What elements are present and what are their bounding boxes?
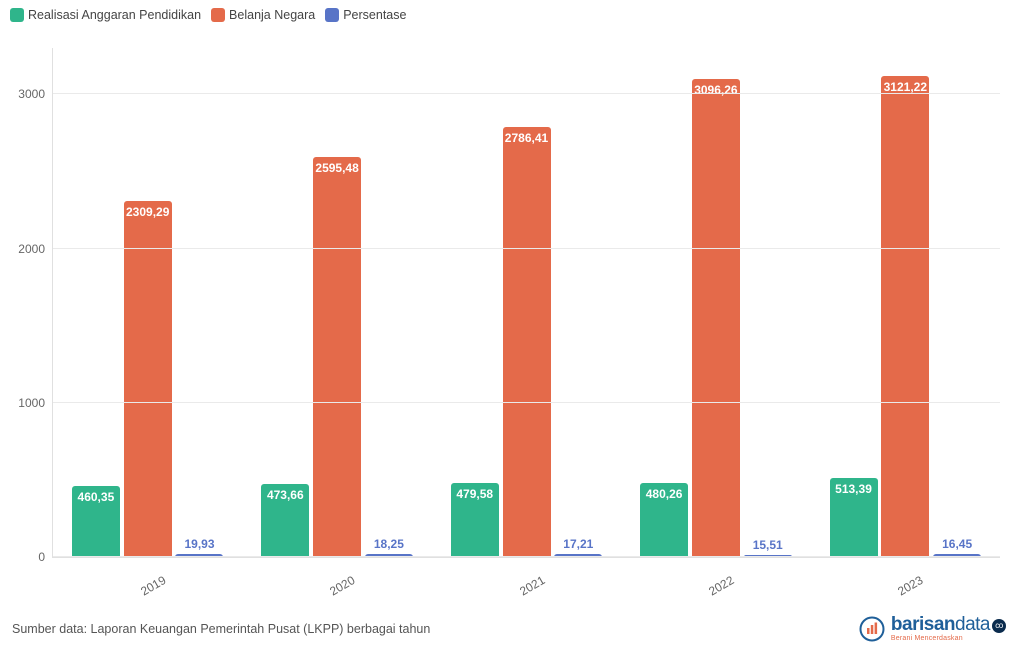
bar-value-label: 19,93: [184, 537, 214, 551]
bar-value-label: 15,51: [753, 538, 783, 552]
bar-wrap: 17,21: [553, 48, 603, 557]
legend-item[interactable]: Realisasi Anggaran Pendidikan: [10, 8, 201, 22]
legend: Realisasi Anggaran Pendidikan Belanja Neg…: [10, 8, 406, 22]
bar-wrap: 479,58: [450, 48, 500, 557]
legend-swatch: [325, 8, 339, 22]
bar-value-label: 460,35: [78, 490, 115, 504]
bar-group: 460,352309,2919,932019: [53, 48, 242, 557]
xtick-label: 2021: [517, 573, 547, 598]
legend-swatch: [10, 8, 24, 22]
bar-belanja[interactable]: 2786,41: [503, 127, 551, 557]
bar-value-label: 480,26: [646, 487, 683, 501]
brand-name-bold: barisan: [891, 614, 955, 635]
bar-wrap: 2309,29: [123, 48, 173, 557]
xtick-label: 2020: [327, 573, 357, 598]
legend-item[interactable]: Persentase: [325, 8, 406, 22]
chart-container: Realisasi Anggaran Pendidikan Belanja Neg…: [0, 0, 1020, 650]
bar-value-label: 473,66: [267, 488, 304, 502]
bar-wrap: 473,66: [260, 48, 310, 557]
plot-area: 460,352309,2919,932019473,662595,4818,25…: [52, 48, 1000, 558]
bar-groups: 460,352309,2919,932019473,662595,4818,25…: [53, 48, 1000, 557]
bar-group: 473,662595,4818,252020: [242, 48, 431, 557]
bar-group: 480,263096,2615,512022: [621, 48, 810, 557]
bar-value-label: 2595,48: [315, 161, 358, 175]
ytick-label: 3000: [18, 87, 53, 101]
bar-belanja[interactable]: 2309,29: [124, 201, 172, 557]
bar-wrap: 19,93: [175, 48, 225, 557]
gridline: 3000: [53, 93, 1000, 94]
bar-realisasi[interactable]: 479,58: [451, 483, 499, 557]
legend-label: Persentase: [343, 8, 406, 22]
bar-realisasi[interactable]: 473,66: [261, 484, 309, 557]
legend-swatch: [211, 8, 225, 22]
xtick-label: 2022: [706, 573, 736, 598]
bar-wrap: 16,45: [932, 48, 982, 557]
brand-icon: [859, 616, 885, 642]
xtick-label: 2023: [896, 573, 926, 598]
bar-wrap: 2786,41: [502, 48, 552, 557]
ytick-label: 0: [38, 550, 53, 564]
bar-value-label: 3121,22: [884, 80, 927, 94]
bar-wrap: 18,25: [364, 48, 414, 557]
gridline: 2000: [53, 248, 1000, 249]
legend-label: Realisasi Anggaran Pendidikan: [28, 8, 201, 22]
xtick-label: 2019: [138, 573, 168, 598]
brand-logo: barisandataco Berani Mencerdaskan: [859, 615, 1006, 642]
bar-wrap: 460,35: [71, 48, 121, 557]
bar-value-label: 3096,26: [694, 83, 737, 97]
bar-group: 479,582786,4117,212021: [432, 48, 621, 557]
bar-wrap: 3096,26: [691, 48, 741, 557]
bar-wrap: 15,51: [743, 48, 793, 557]
bar-wrap: 2595,48: [312, 48, 362, 557]
ytick-label: 1000: [18, 396, 53, 410]
bar-group: 513,393121,2216,452023: [811, 48, 1000, 557]
bar-value-label: 513,39: [835, 482, 872, 496]
bar-value-label: 2786,41: [505, 131, 548, 145]
bar-wrap: 480,26: [639, 48, 689, 557]
gridline: 0: [53, 556, 1000, 557]
bar-realisasi[interactable]: 460,35: [72, 486, 120, 557]
legend-item[interactable]: Belanja Negara: [211, 8, 315, 22]
bar-value-label: 16,45: [942, 537, 972, 551]
bar-value-label: 18,25: [374, 537, 404, 551]
bar-wrap: 3121,22: [880, 48, 930, 557]
brand-text: barisandataco Berani Mencerdaskan: [891, 615, 1006, 642]
ytick-label: 2000: [18, 242, 53, 256]
bar-belanja[interactable]: 2595,48: [313, 157, 361, 557]
brand-name-light: data: [955, 614, 990, 635]
gridline: 1000: [53, 402, 1000, 403]
bar-belanja[interactable]: 3121,22: [881, 76, 929, 557]
source-footer: Sumber data: Laporan Keuangan Pemerintah…: [12, 622, 430, 636]
bar-value-label: 17,21: [563, 537, 593, 551]
bar-wrap: 513,39: [829, 48, 879, 557]
legend-label: Belanja Negara: [229, 8, 315, 22]
bar-realisasi[interactable]: 480,26: [640, 483, 688, 557]
brand-badge: co: [992, 619, 1006, 633]
bar-belanja[interactable]: 3096,26: [692, 79, 740, 557]
brand-tagline: Berani Mencerdaskan: [891, 635, 1006, 642]
bar-value-label: 479,58: [456, 487, 493, 501]
bar-value-label: 2309,29: [126, 205, 169, 219]
bar-realisasi[interactable]: 513,39: [830, 478, 878, 557]
